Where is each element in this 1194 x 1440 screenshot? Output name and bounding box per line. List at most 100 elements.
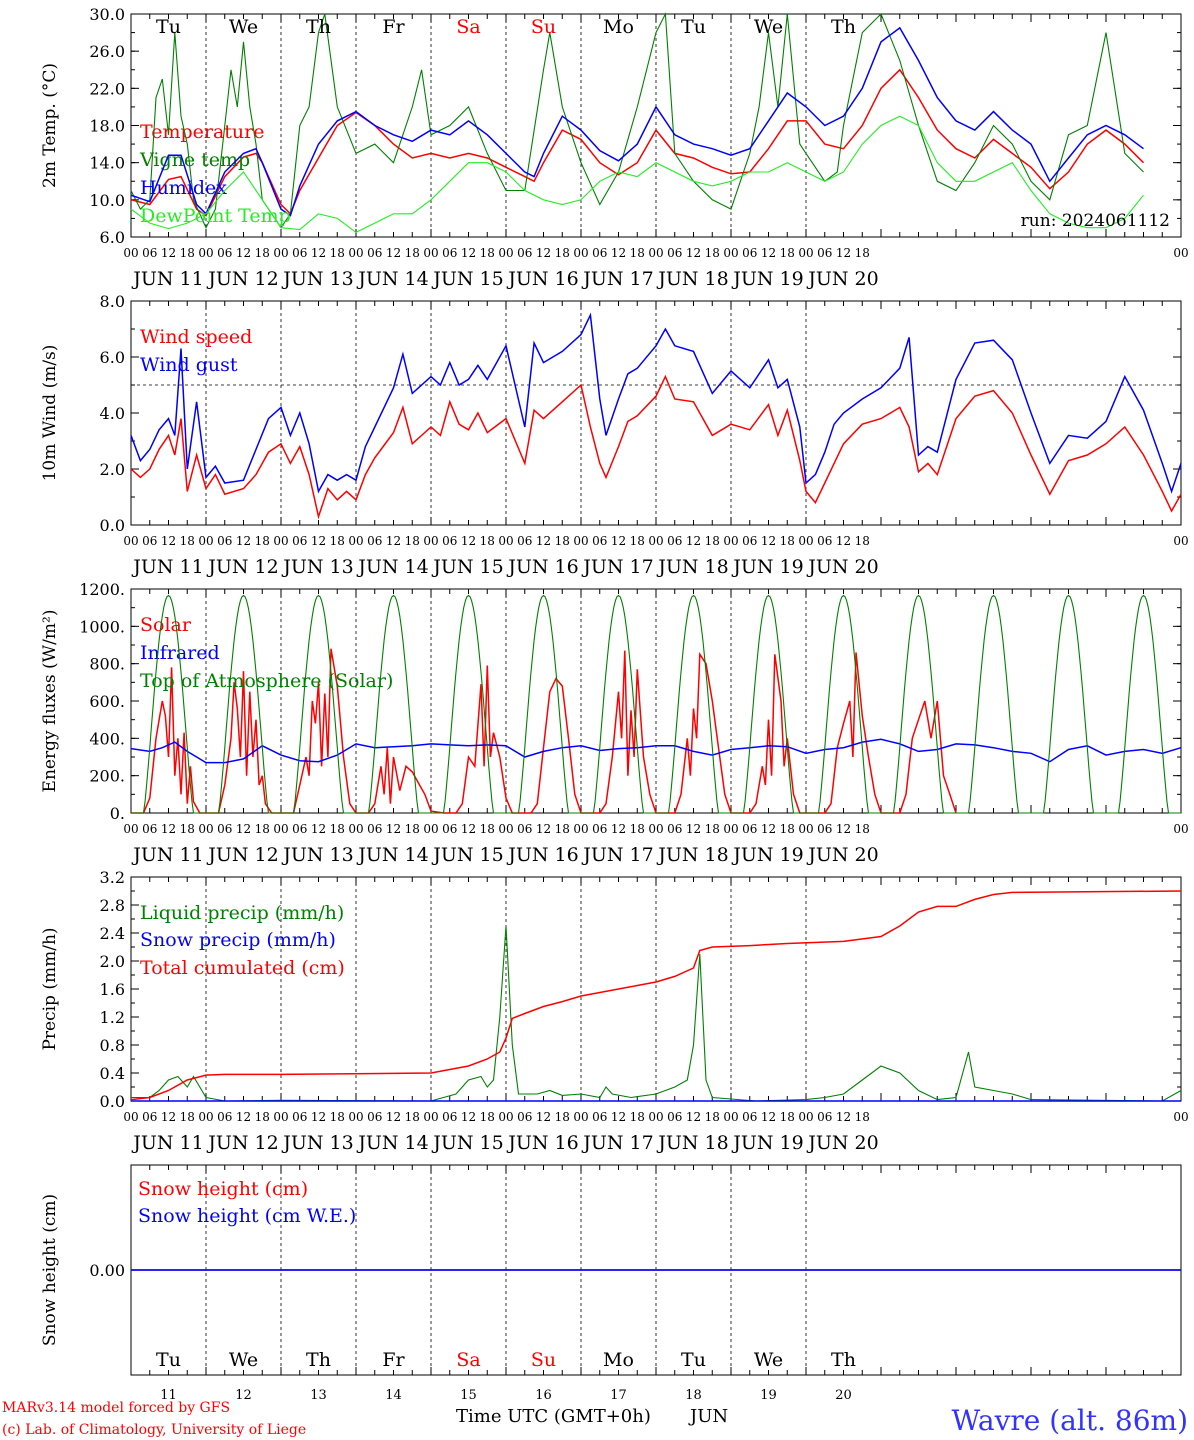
y-axis-label: Precip (mm/h) <box>40 927 60 1050</box>
legend-entry: DewPoint Temp <box>140 205 291 227</box>
series-line <box>130 115 1144 234</box>
hour-tick-label: 12 <box>311 822 326 836</box>
day-name: Mo <box>603 1349 634 1371</box>
y-axis-label: Energy fluxes (W/m²) <box>40 610 60 793</box>
hour-tick-label: 06 <box>592 246 607 260</box>
date-label: JUN 15 <box>431 556 503 578</box>
day-name: Su <box>531 16 556 38</box>
hour-tick-label: 00 <box>273 1110 288 1124</box>
date-label: JUN 20 <box>806 1132 878 1154</box>
hour-tick-label: 12 <box>461 822 476 836</box>
day-number: 13 <box>310 1388 327 1403</box>
hour-tick-label: 18 <box>705 1110 720 1124</box>
series-line <box>131 925 1182 1102</box>
hour-tick-label: 18 <box>405 1110 420 1124</box>
hour-tick-label: 00 <box>273 822 288 836</box>
y-tick-label: 1.2 <box>100 1008 125 1027</box>
date-label: JUN 16 <box>506 1132 578 1154</box>
hour-tick-label: 18 <box>705 822 720 836</box>
hour-tick-label: 06 <box>292 534 307 548</box>
hour-tick-label: 12 <box>836 246 851 260</box>
hour-tick-label: 00 <box>348 534 363 548</box>
hour-tick-label: 18 <box>180 822 195 836</box>
hour-tick-label: 18 <box>705 246 720 260</box>
series-line <box>131 648 957 814</box>
hour-tick-label: 00 <box>648 246 663 260</box>
hour-tick-label: 06 <box>442 246 457 260</box>
run-label: run: 2024061112 <box>1021 211 1170 231</box>
panel-frame <box>130 588 1182 814</box>
date-label: JUN 11 <box>131 268 203 290</box>
hour-tick-label: 06 <box>367 534 382 548</box>
hour-tick-label: 18 <box>255 1110 270 1124</box>
hour-tick-label: 12 <box>686 1110 701 1124</box>
date-label: JUN 15 <box>431 268 503 290</box>
hour-tick-label: 18 <box>630 1110 645 1124</box>
hour-tick-label: 18 <box>630 246 645 260</box>
date-label: JUN 13 <box>281 268 353 290</box>
hour-tick-label: 00 <box>498 534 513 548</box>
y-tick-label: 18.0 <box>89 117 125 136</box>
hour-tick-label: 00 <box>423 822 438 836</box>
legend-entry: Solar <box>140 614 192 636</box>
hour-tick-label: 18 <box>405 246 420 260</box>
hour-tick-label: 12 <box>236 246 251 260</box>
hour-tick-label: 18 <box>780 246 795 260</box>
hour-tick-label: 06 <box>292 1110 307 1124</box>
hour-tick-label: 18 <box>405 534 420 548</box>
day-number: 16 <box>535 1388 552 1403</box>
hour-tick-label: 06 <box>367 1110 382 1124</box>
day-number: 17 <box>610 1388 627 1403</box>
date-label: JUN 17 <box>581 1132 653 1154</box>
legend-entry: Vigne temp <box>139 149 250 171</box>
hour-tick-label: 12 <box>386 822 401 836</box>
hour-tick-label: 18 <box>780 1110 795 1124</box>
date-label: JUN 19 <box>731 844 803 866</box>
hour-tick-label: 00 <box>348 822 363 836</box>
series-line <box>130 11 1144 229</box>
hour-tick-label: 00 <box>573 246 588 260</box>
y-tick-label: 8.0 <box>100 292 125 311</box>
date-label: JUN 13 <box>281 556 353 578</box>
hour-tick-label: 06 <box>817 246 832 260</box>
day-number: 19 <box>760 1388 777 1403</box>
y-tick-label: 0.00 <box>89 1261 125 1280</box>
hour-tick-label: 00 <box>123 246 138 260</box>
hour-tick-label: 18 <box>330 246 345 260</box>
hour-tick-label: 18 <box>405 822 420 836</box>
hour-tick-label: 18 <box>555 246 570 260</box>
hour-tick-label: 06 <box>517 822 532 836</box>
hour-tick-label: 18 <box>330 534 345 548</box>
hour-tick-label: 12 <box>536 1110 551 1124</box>
hour-tick-label: 00 <box>723 1110 738 1124</box>
date-label: JUN 19 <box>731 268 803 290</box>
hour-tick-label: 18 <box>180 246 195 260</box>
day-name: Fr <box>382 16 405 38</box>
hour-tick-label: 18 <box>705 534 720 548</box>
hour-tick-label: 18 <box>480 822 495 836</box>
hour-tick-label: 00 <box>648 1110 663 1124</box>
y-tick-label: 800. <box>89 655 125 674</box>
day-name: We <box>229 16 258 38</box>
hour-tick-label: 12 <box>611 246 626 260</box>
y-tick-label: 3.2 <box>100 868 125 887</box>
hour-tick-label: 18 <box>180 534 195 548</box>
hour-tick-label: 06 <box>742 822 757 836</box>
hour-tick-label: 00 <box>123 822 138 836</box>
hour-tick-label: 12 <box>461 1110 476 1124</box>
hour-tick-label: 06 <box>667 534 682 548</box>
y-tick-label: 600. <box>89 692 125 711</box>
y-tick-label: 200. <box>89 767 125 786</box>
date-label: JUN 14 <box>356 1132 428 1154</box>
date-label: JUN 18 <box>656 556 728 578</box>
hour-tick-label: 18 <box>555 822 570 836</box>
hour-tick-label: 06 <box>142 822 157 836</box>
hour-tick-label: 06 <box>742 1110 757 1124</box>
hour-tick-label: 06 <box>142 534 157 548</box>
hour-tick-label: 00 <box>648 822 663 836</box>
hour-tick-label: 18 <box>630 534 645 548</box>
day-number: 14 <box>385 1388 402 1403</box>
date-label: JUN 17 <box>581 844 653 866</box>
day-name: Th <box>306 1349 331 1371</box>
hour-tick-label: 12 <box>611 534 626 548</box>
